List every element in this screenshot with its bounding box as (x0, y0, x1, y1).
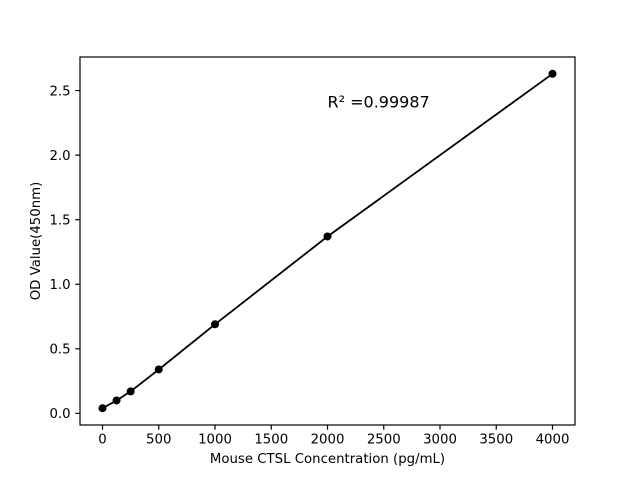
data-point (548, 69, 557, 78)
data-point (154, 365, 163, 374)
y-tick-label: 2.0 (49, 149, 70, 164)
y-tick-label: 1.5 (49, 213, 70, 228)
data-point (323, 232, 332, 241)
x-tick-label: 500 (146, 433, 171, 448)
data-point (112, 396, 121, 405)
x-tick-label: 0 (98, 433, 106, 448)
x-tick-label: 2500 (367, 433, 401, 448)
x-tick-label: 1500 (254, 433, 288, 448)
x-axis-label: Mouse CTSL Concentration (pg/mL) (210, 452, 445, 467)
fit-line (102, 73, 554, 409)
x-tick-label: 4000 (536, 433, 570, 448)
y-axis-ticks: 0.0 0.5 1.0 1.5 2.0 2.5 (49, 84, 80, 422)
x-tick-label: 2000 (311, 433, 345, 448)
x-axis-ticks: 0 500 1000 1500 2000 2500 3000 3500 4000 (98, 425, 569, 448)
data-point (126, 387, 135, 396)
y-tick-label: 0.0 (49, 407, 70, 422)
x-tick-label: 3000 (423, 433, 457, 448)
y-tick-label: 0.5 (49, 343, 70, 358)
r-squared-annotation: R² =0.99987 (328, 92, 430, 111)
x-tick-label: 1000 (198, 433, 232, 448)
data-point (211, 320, 219, 329)
data-point (98, 404, 107, 413)
x-tick-label: 3500 (479, 433, 513, 448)
data-series (98, 69, 557, 413)
y-axis-label: OD Value(450nm) (29, 182, 44, 301)
y-tick-label: 2.5 (49, 84, 70, 99)
y-tick-label: 1.0 (49, 278, 70, 293)
